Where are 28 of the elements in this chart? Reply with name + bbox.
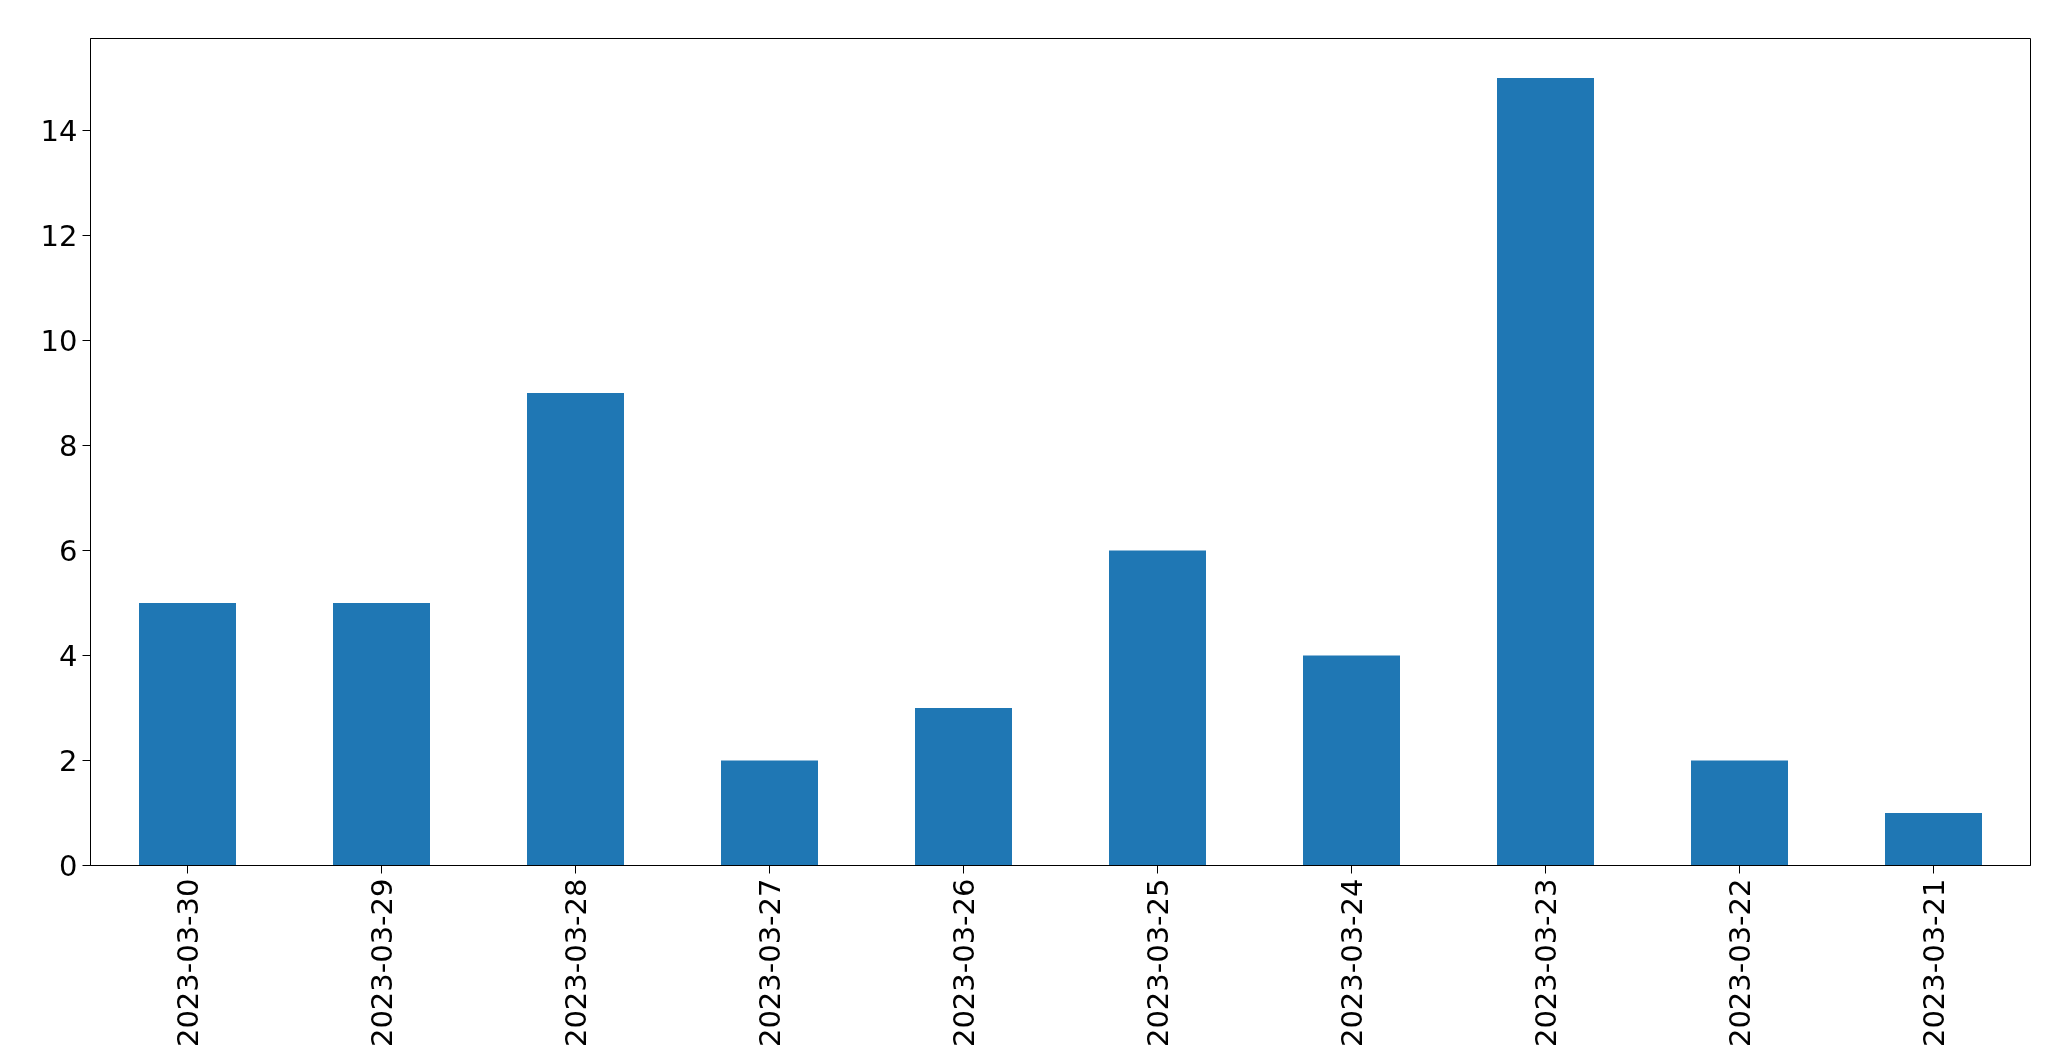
y-tick-label: 14 [40, 113, 78, 148]
y-tick-label: 0 [59, 849, 78, 883]
x-tick-label: 2023-03-23 [1529, 878, 1563, 1048]
x-tick-label: 2023-03-21 [1917, 878, 1951, 1048]
x-tick-label: 2023-03-28 [559, 878, 593, 1048]
x-tick-label: 2023-03-22 [1723, 878, 1757, 1048]
x-tick-label: 2023-03-30 [171, 878, 205, 1048]
y-tick-label: 2 [59, 743, 78, 778]
bar [527, 392, 624, 866]
bar [915, 707, 1012, 866]
bar [721, 760, 818, 866]
x-tick-label: 2023-03-25 [1141, 878, 1175, 1048]
y-tick-label: 6 [59, 533, 78, 568]
x-tick-label: 2023-03-27 [753, 878, 787, 1048]
y-tick-label: 4 [59, 638, 78, 673]
bar [139, 602, 236, 866]
x-tick-label: 2023-03-26 [947, 878, 981, 1048]
x-tick-label: 2023-03-29 [365, 878, 399, 1048]
y-tick-label: 10 [40, 323, 78, 358]
bar [1109, 550, 1206, 866]
y-tick-label: 12 [40, 218, 78, 253]
x-tick-label: 2023-03-24 [1335, 878, 1369, 1048]
bar [1691, 760, 1788, 866]
y-tick-label: 8 [59, 428, 78, 463]
bar [1303, 655, 1400, 866]
bar [1885, 812, 1982, 866]
bar [1497, 77, 1594, 866]
bar [333, 602, 430, 866]
